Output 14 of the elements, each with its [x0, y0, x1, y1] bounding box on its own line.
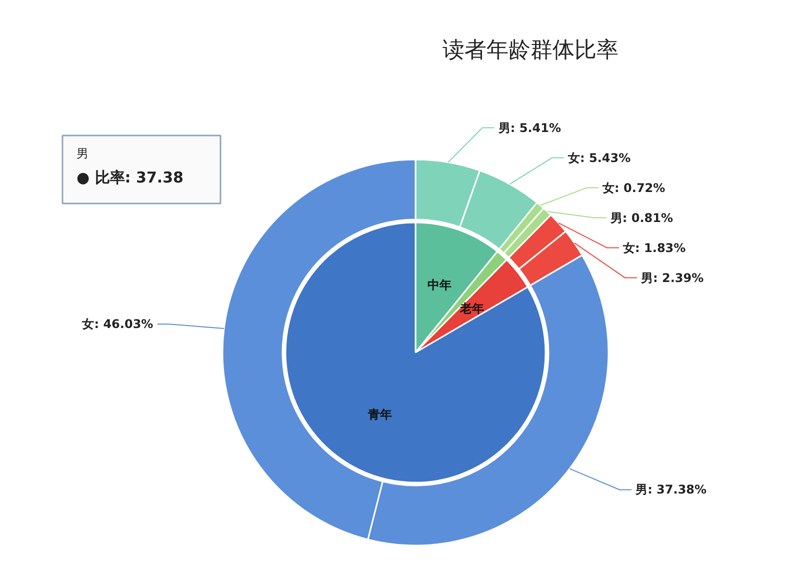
text: 男 [76, 146, 88, 160]
data-label: 男: 37.38% [634, 482, 707, 497]
data-label: 青年 [366, 408, 392, 422]
data-label: 男: 5.41% [497, 120, 561, 135]
data-label: 女: 5.43% [567, 150, 631, 165]
data-label: 女: 46.03% [81, 317, 154, 332]
data-label: 女: 1.83% [622, 240, 686, 255]
data-label: 男: 0.81% [609, 210, 673, 225]
data-label: 中年 [427, 278, 452, 292]
data-label: 老年 [458, 302, 484, 316]
text: ● 比率: 37.38 [76, 168, 184, 186]
chart-title: 读者年龄群体比率 [442, 38, 618, 63]
data-label: 女: 0.72% [602, 180, 666, 195]
data-label: 男: 2.39% [640, 270, 704, 285]
